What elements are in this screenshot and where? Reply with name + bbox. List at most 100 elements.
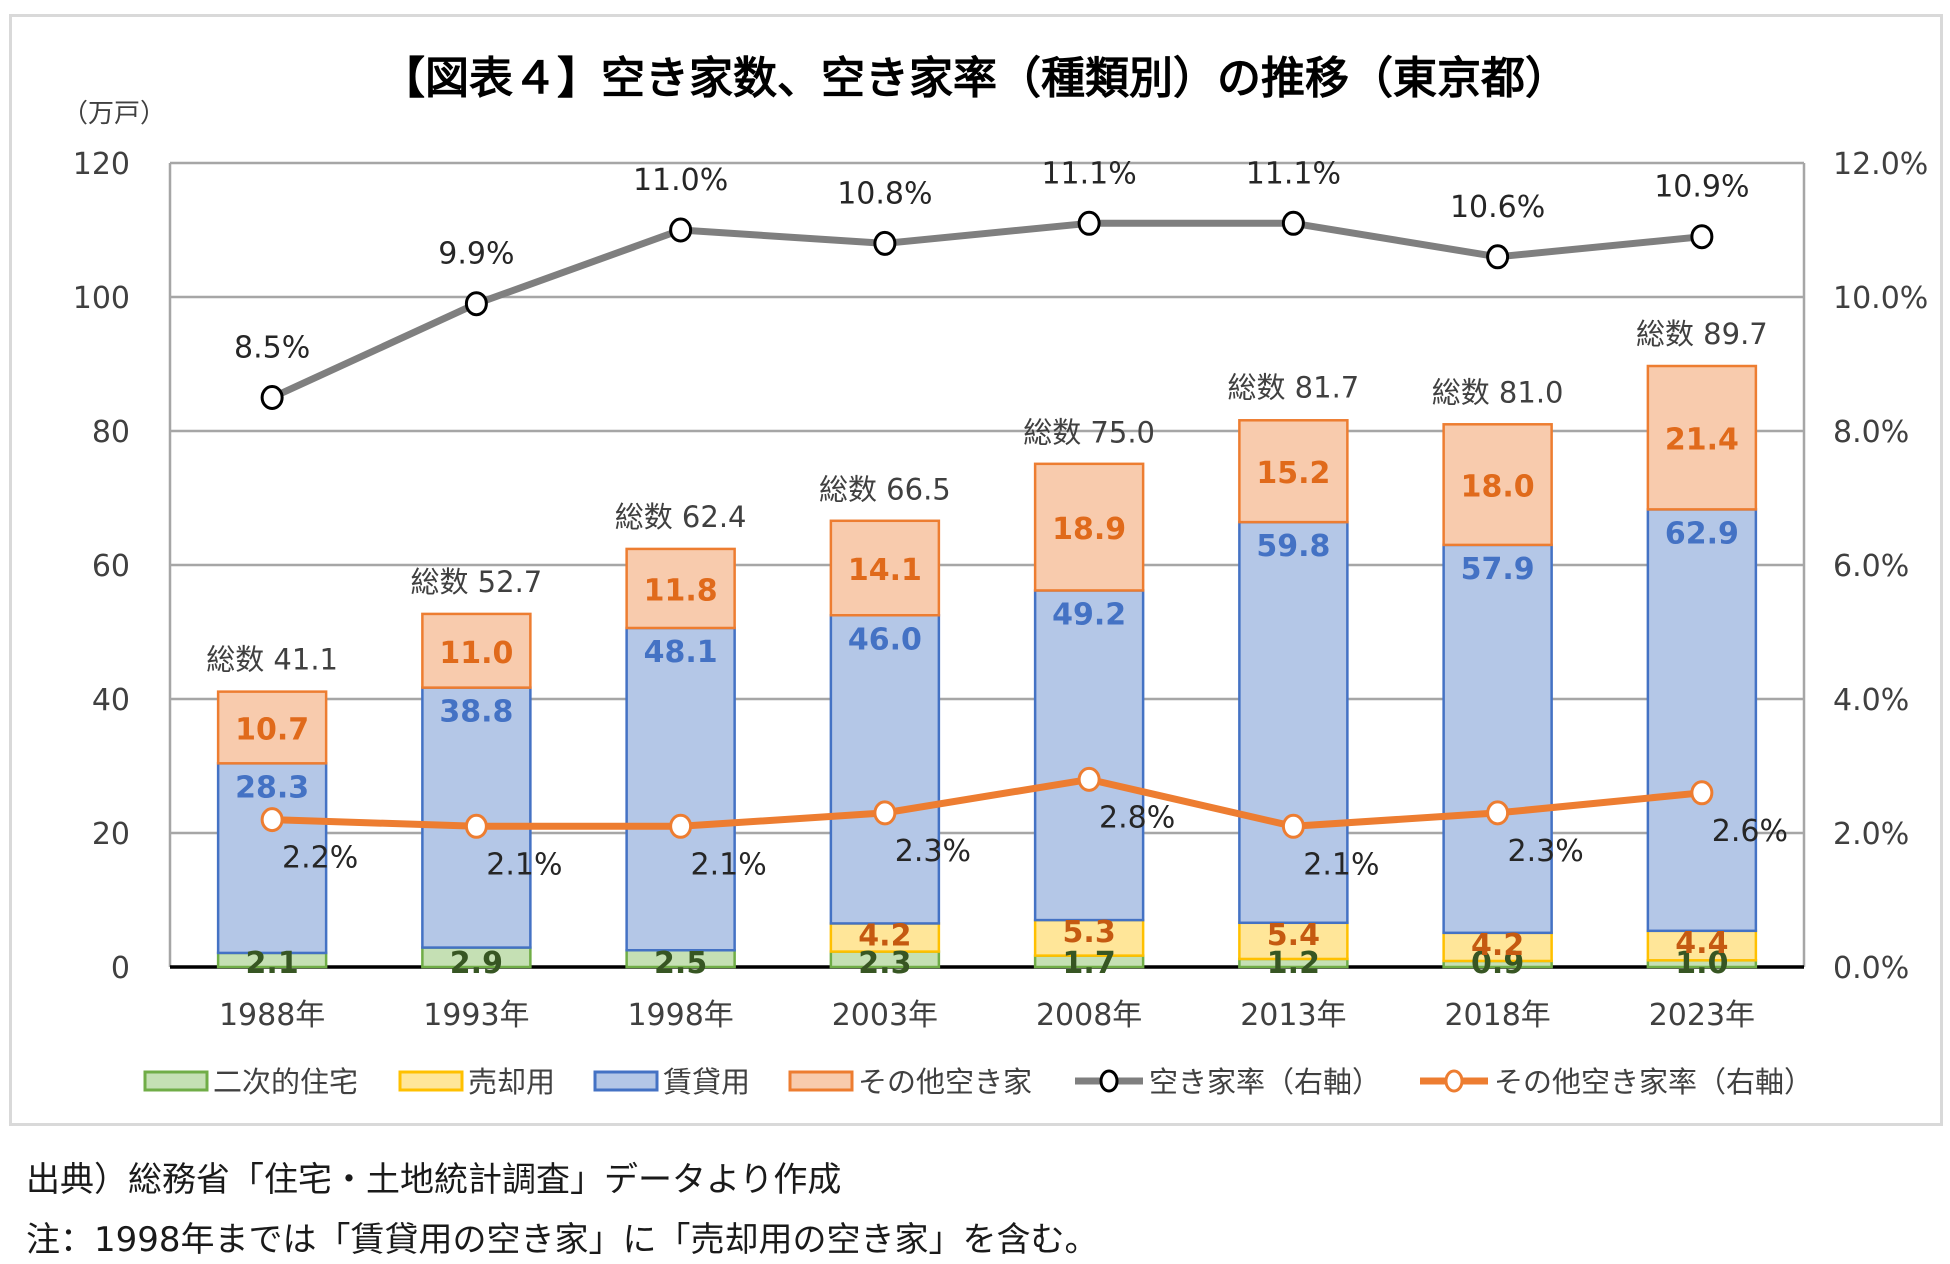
x-tick-label: 2003年 [832, 998, 938, 1033]
line-marker [1486, 800, 1510, 826]
x-tick-label: 2013年 [1240, 998, 1346, 1033]
bar-segment [1033, 589, 1145, 922]
legend: 二次的住宅 売却用 賃貸用 その他空き家 空き家率（右軸） その他空き家率（右軸） [143, 1065, 1813, 1099]
bar-segment [1238, 520, 1349, 925]
bar-segment [1238, 921, 1349, 961]
bar-value-label: 5.4 [1267, 918, 1320, 953]
x-tick-label: 1993年 [423, 998, 529, 1033]
bar-value-label: 2.3 [858, 946, 911, 981]
legend-label: 売却用 [468, 1065, 555, 1099]
bar-value-label: 21.4 [1665, 423, 1739, 458]
line-marker [1281, 813, 1305, 839]
left-tick-label: 100 [73, 281, 130, 316]
x-tick-label: 2008年 [1036, 998, 1142, 1033]
bar-value-label: 0.9 [1471, 946, 1524, 981]
bar-segment [1033, 918, 1145, 957]
bar-segment [1646, 508, 1758, 933]
line-value-label: 11.1% [1041, 156, 1136, 191]
total-label: 総数 62.4 [615, 500, 747, 534]
bar-value-label: 10.7 [235, 712, 309, 747]
bar-value-label: 1.2 [1267, 946, 1320, 981]
total-label: 総数 41.1 [206, 643, 338, 677]
x-axis-ticks: 1988年 1993年 1998年 2003年 2008年 2013年 2018年 2023年 [219, 998, 1755, 1033]
source-note: 出典）総務省「住宅・土地統計調査」データより作成 [26, 1160, 842, 1200]
bars [216, 364, 1758, 969]
line-value-label: 2.3% [895, 834, 971, 869]
line-value-label: 11.0% [633, 163, 728, 198]
legend-label: 二次的住宅 [213, 1065, 358, 1099]
rate-lines: 8.5% 9.9% 11.0% 10.8% 11.1% 11.1% 10.6% 10.9% 2.… [234, 156, 1788, 882]
line-marker [873, 230, 897, 256]
bar-value-label: 14.1 [848, 553, 922, 588]
legend-swatch [788, 1070, 854, 1092]
bar-value-label: 5.3 [1063, 915, 1116, 950]
line-marker [260, 385, 284, 410]
bar-segment [625, 547, 736, 630]
legend-label: 賃貸用 [663, 1065, 750, 1099]
bar-value-label: 49.2 [1052, 597, 1126, 632]
legend-swatch [593, 1070, 659, 1092]
line-value-label: 2.1% [486, 847, 562, 882]
line-marker [1486, 244, 1510, 270]
x-tick-label: 1998年 [627, 998, 733, 1033]
bar-segment [1033, 462, 1145, 592]
bar-segment [1238, 419, 1349, 524]
x-tick-label: 2023年 [1649, 998, 1755, 1033]
line-marker [1690, 224, 1714, 250]
bar-segment [216, 690, 328, 765]
x-tick-label: 2018年 [1444, 998, 1550, 1033]
footnote: 注：1998年までは「賃貸用の空き家」に「売却用の空き家」を含む。 [26, 1220, 1099, 1260]
bar-value-label: 15.2 [1256, 456, 1330, 491]
bar-value-label: 4.2 [858, 918, 911, 953]
bar-value-label: 11.0 [439, 636, 513, 671]
bar-segment [829, 519, 941, 617]
left-tick-label: 0 [111, 951, 130, 986]
line-value-label: 11.1% [1246, 156, 1341, 191]
line-marker [1281, 210, 1305, 236]
left-tick-label: 120 [73, 147, 130, 182]
total-label: 総数 66.5 [819, 472, 951, 506]
line-value-label: 10.8% [837, 176, 932, 211]
legend-marker [1099, 1069, 1119, 1093]
bar-segment [421, 612, 532, 689]
bar-segment [1442, 423, 1553, 547]
bar-segment [625, 626, 736, 952]
bar-segment [829, 614, 941, 925]
bar-value-label: 18.9 [1052, 512, 1126, 547]
line-value-label: 2.2% [282, 841, 358, 876]
bar-value-label: 2.5 [654, 946, 707, 981]
line-marker [464, 813, 488, 839]
bar-value-label: 11.8 [644, 573, 718, 608]
bar-value-label: 48.1 [644, 635, 718, 670]
bar-value-label: 4.2 [1471, 928, 1524, 963]
legend-marker [1444, 1069, 1464, 1093]
right-tick-label: 12.0% [1833, 147, 1928, 182]
line-value-label: 2.1% [1303, 847, 1379, 882]
line-value-label: 2.8% [1099, 800, 1175, 835]
line-value-label: 8.5% [234, 331, 310, 366]
line-value-label: 2.6% [1712, 814, 1788, 849]
right-tick-label: 6.0% [1833, 549, 1909, 584]
series-line [270, 219, 1703, 401]
right-tick-label: 10.0% [1833, 281, 1928, 316]
total-label: 総数 81.0 [1432, 375, 1564, 409]
total-label: 総数 52.7 [410, 565, 542, 599]
bar-value-label: 62.9 [1665, 516, 1739, 551]
bar-value-label: 59.8 [1256, 529, 1330, 564]
line-marker [260, 807, 284, 833]
line-marker [464, 291, 488, 317]
legend-swatch [143, 1070, 209, 1092]
line-marker [1690, 780, 1714, 806]
right-tick-label: 4.0% [1833, 683, 1909, 718]
legend-label: その他空き家 [858, 1065, 1032, 1099]
legend-swatch [398, 1070, 464, 1092]
total-labels: 総数 41.1 総数 52.7 総数 62.4 総数 66.5 総数 75.0 総数 81… [206, 317, 1768, 677]
left-tick-label: 40 [92, 683, 130, 718]
bar-value-label: 1.7 [1063, 946, 1116, 981]
left-tick-label: 60 [92, 549, 130, 584]
line-marker [669, 217, 693, 243]
bar-value-label: 46.0 [848, 622, 922, 657]
bar-value-label: 4.4 [1675, 926, 1728, 961]
bar-segment [829, 922, 941, 953]
chart-frame [9, 14, 1943, 1126]
